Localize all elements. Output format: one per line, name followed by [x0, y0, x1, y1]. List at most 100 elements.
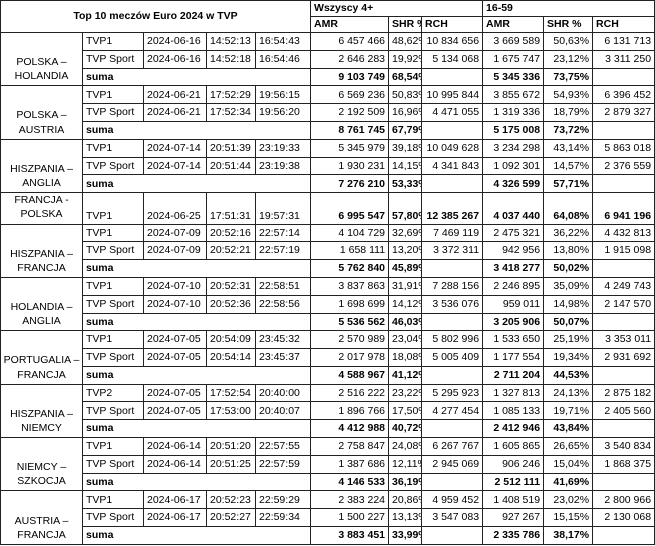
cell: 48,62% [388, 32, 423, 51]
cell: 13,20% [388, 241, 423, 261]
match-name: HISZPANIA – NIEMCY [0, 383, 83, 439]
cell: 36,22% [543, 223, 594, 243]
cell: 4 326 599 [482, 174, 545, 194]
cell: 2024-07-05 [143, 348, 207, 367]
cell: 43,14% [543, 138, 594, 158]
cell: 2 516 222 [310, 383, 390, 403]
total-label: suma [81, 526, 312, 545]
data-row: POLSKA – HOLANDIA TVP1 2024-06-16 14:52:13 1… [0, 31, 655, 87]
cell: TVP1 [82, 330, 144, 350]
cell: 50,83% [388, 85, 423, 105]
cell: 3 540 834 [592, 437, 655, 456]
cell: 3 837 863 [310, 276, 390, 296]
cell: 5 005 409 [421, 348, 484, 367]
cell: 1 177 554 [482, 348, 545, 367]
cell: 20:40:07 [254, 401, 312, 421]
cell: 2024-06-16 [143, 32, 207, 51]
cell: 10 834 656 [421, 32, 484, 51]
cell: 3 234 298 [482, 138, 545, 158]
cell: 1 319 336 [482, 103, 545, 122]
cell: 4 037 440 [482, 192, 545, 225]
cell [421, 472, 484, 492]
cell: 2 931 692 [592, 348, 655, 367]
cell [592, 67, 655, 87]
cell: 3 311 250 [592, 49, 655, 69]
cell: 2 335 786 [482, 526, 545, 545]
group-header: Wszyscy 4+ [310, 0, 484, 17]
cell: 20:52:31 [206, 276, 256, 296]
total-label: suma [81, 120, 312, 140]
cell: 17:53:00 [206, 401, 256, 421]
cell: 31,91% [388, 276, 423, 296]
cell: 20:52:16 [206, 223, 256, 243]
cell: 2 376 559 [592, 156, 655, 176]
column-header: AMR [482, 16, 545, 33]
cell: 6 396 452 [592, 85, 655, 105]
cell: 1 698 699 [310, 294, 390, 314]
data-row: TVP Sport 2024-06-17 20:52:27 22:59:34 1 500… [1, 508, 655, 528]
cell: 22:59:34 [254, 508, 312, 528]
cell: 1 500 227 [310, 508, 390, 528]
total-label: suma [81, 174, 312, 194]
cell: 1 533 650 [482, 330, 545, 350]
cell: 19:56:15 [254, 85, 312, 105]
column-header: SHR % [543, 16, 594, 33]
cell: 1 868 375 [592, 454, 655, 474]
cell: 8 761 745 [310, 120, 390, 140]
cell: 20:51:44 [206, 156, 256, 176]
cell: 20:51:25 [206, 454, 256, 474]
cell: 2024-06-14 [143, 437, 207, 456]
cell: 41,12% [388, 365, 423, 385]
cell: 3 669 589 [482, 32, 545, 51]
cell: 2024-07-09 [143, 223, 207, 243]
cell: 3 855 672 [482, 85, 545, 105]
cell: 2 646 283 [310, 49, 390, 69]
cell: 17:52:29 [206, 85, 256, 105]
cell: 2 570 989 [310, 330, 390, 350]
cell: 2024-07-05 [143, 330, 207, 350]
match-name: HISZPANIA – ANGLIA [0, 138, 83, 194]
cell [421, 120, 484, 140]
data-row: TVP Sport 2024-07-05 17:53:00 20:40:07 1 896… [1, 401, 655, 421]
cell: 16:54:46 [254, 49, 312, 69]
cell: 15,15% [543, 508, 594, 528]
cell: 2024-07-14 [143, 156, 207, 176]
cell: TVP Sport [82, 49, 144, 69]
cell: 33,99% [388, 526, 423, 545]
cell: 22:57:14 [254, 223, 312, 243]
cell: 5 802 996 [421, 330, 484, 350]
match-name: POLSKA – AUSTRIA [0, 85, 83, 140]
cell: 14,12% [388, 294, 423, 314]
cell: 10 995 844 [421, 85, 484, 105]
cell: 4 412 988 [310, 419, 390, 439]
group-header: 16-59 [482, 0, 655, 17]
cell: 1 658 111 [310, 241, 390, 261]
cell: 2024-07-10 [143, 276, 207, 296]
cell: 6 941 196 [592, 192, 655, 225]
cell: 68,54% [388, 67, 423, 87]
cell: 64,08% [543, 192, 594, 225]
data-row: TVP Sport 2024-06-14 20:51:25 22:57:59 1 387… [1, 454, 655, 474]
column-header: SHR % [388, 16, 423, 33]
cell: 9 103 749 [310, 67, 390, 87]
cell: 23,02% [543, 490, 594, 510]
cell: 5 345 336 [482, 67, 545, 87]
cell: 1 605 865 [482, 437, 545, 456]
cell: 2024-07-10 [143, 294, 207, 314]
cell: 20:52:27 [206, 508, 256, 528]
data-row: HISZPANIA – NIEMCY TVP2 2024-07-05 17:52:54… [0, 383, 655, 439]
cell: 1 915 098 [592, 241, 655, 261]
cell: 20:40:00 [254, 383, 312, 403]
cell: 5 175 008 [482, 120, 545, 140]
total-label: suma [81, 419, 312, 439]
cell: TVP Sport [82, 508, 144, 528]
cell: TVP1 [82, 138, 144, 158]
cell: 4 249 743 [592, 276, 655, 296]
cell: 43,84% [543, 419, 594, 439]
